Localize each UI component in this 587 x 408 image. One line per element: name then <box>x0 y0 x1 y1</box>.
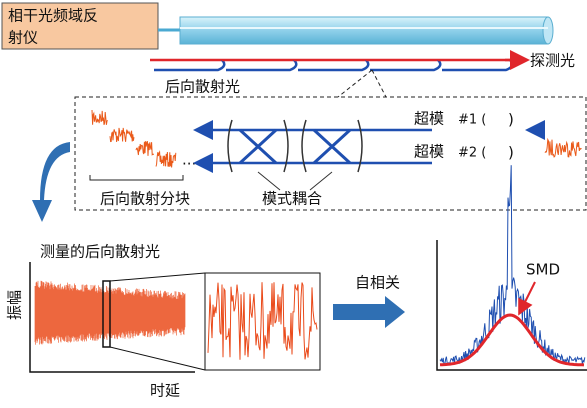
loop-back <box>298 60 368 70</box>
autocorr-label: 自相关 <box>355 274 400 292</box>
bracket <box>90 175 183 180</box>
supermode-close: ) <box>508 111 514 129</box>
loop-back <box>226 60 296 70</box>
loop-back <box>442 60 512 70</box>
meas-title: 测量的后向散射光 <box>40 243 160 261</box>
noise <box>156 152 176 168</box>
noise <box>136 141 154 156</box>
autocorrelation <box>440 165 585 365</box>
input-wave <box>545 140 581 157</box>
zoom-lines <box>338 70 386 97</box>
backscatter-blocks <box>92 110 176 168</box>
flow-arrow <box>32 142 70 222</box>
loop-back <box>154 60 224 70</box>
supermode-id: #1 ( <box>458 113 486 128</box>
noise <box>92 110 108 125</box>
fiber <box>180 17 548 44</box>
coupling-pointers <box>258 172 332 190</box>
y-label: 振幅 <box>6 290 24 320</box>
probe-label: 探测光 <box>530 52 575 70</box>
supermode-name: 超模 <box>414 143 444 161</box>
coupling-cross <box>240 130 350 163</box>
process-arrow <box>333 296 405 328</box>
fiber-end <box>543 17 553 44</box>
source-line: 相干光频域反 <box>8 7 98 25</box>
x-label: 时延 <box>150 382 180 400</box>
noise <box>545 140 581 157</box>
source-line: 射仪 <box>8 29 38 47</box>
coupling-label: 模式耦合 <box>262 190 322 208</box>
noise <box>110 128 134 142</box>
supermode-close: ) <box>508 144 514 162</box>
scatter-loops <box>150 60 512 70</box>
dots: ... <box>182 151 196 169</box>
loop-back <box>370 60 440 70</box>
backscatter-label: 后向散射光 <box>165 78 240 96</box>
acf-curve <box>440 165 585 365</box>
blocks-label: 后向散射分块 <box>100 190 190 208</box>
smd-label: SMD <box>526 261 560 279</box>
supermode-name: 超模 <box>414 110 444 128</box>
diagram: 相干光频域反 射仪 探测光 后向散射光 ... 后向散射分块 模式耦合 超模 #… <box>0 0 587 404</box>
supermode-id: #2 ( <box>458 146 486 161</box>
